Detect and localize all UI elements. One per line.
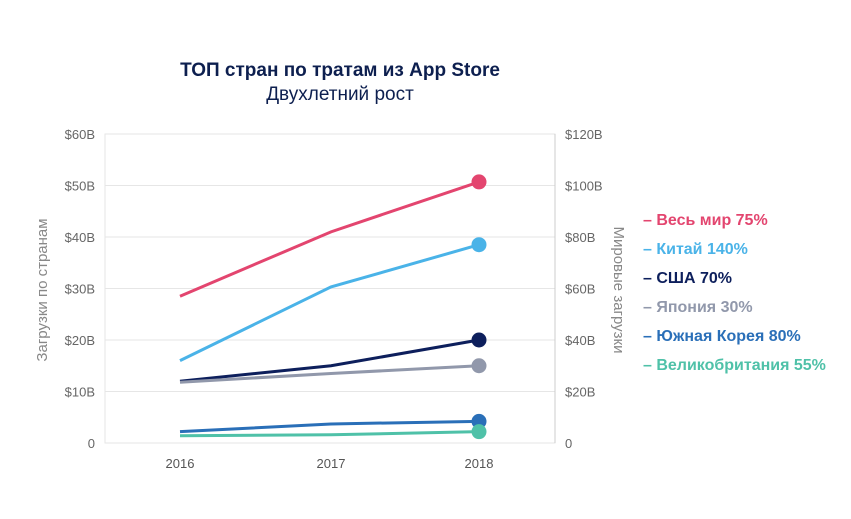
- series-line: [179, 243, 480, 362]
- legend: – Весь мир 75% – Китай 140% – США 70% – Япо…: [643, 210, 826, 384]
- x-tick-label: 2017: [317, 456, 346, 471]
- y-right-tick-label: $20B: [565, 385, 595, 400]
- series-line: [179, 338, 480, 383]
- series-line: [179, 364, 480, 384]
- y-right-axis-label: Мировые загрузки: [610, 226, 627, 353]
- y-tick-label: $10B: [65, 385, 95, 400]
- series-line: [179, 430, 480, 438]
- y-axis-label: Загрузки по странам: [34, 218, 51, 361]
- legend-item: – Весь мир 75%: [643, 212, 768, 229]
- y-tick-label: 0: [88, 436, 95, 451]
- legend-item: – США 70%: [643, 270, 732, 287]
- y-right-tick-label: $80B: [565, 230, 595, 245]
- y-right-tick-label: $40B: [565, 333, 595, 348]
- y-right-tick-label: $120B: [565, 127, 603, 142]
- series-line: [179, 180, 480, 298]
- series-end-marker: [471, 237, 487, 253]
- legend-item: – Великобритания 55%: [643, 357, 826, 374]
- y-tick-label: $20B: [65, 333, 95, 348]
- y-tick-label: $50B: [65, 179, 95, 194]
- series-end-marker: [471, 413, 487, 429]
- legend-item: – Китай 140%: [643, 241, 748, 258]
- x-tick-label: 2016: [166, 456, 195, 471]
- series-line: [179, 419, 480, 434]
- series-end-marker: [471, 174, 487, 190]
- series-end-marker: [471, 358, 487, 374]
- y-tick-label: $60B: [65, 127, 95, 142]
- series-end-marker: [471, 424, 487, 440]
- y-right-tick-label: $60B: [565, 282, 595, 297]
- y-right-tick-label: $100B: [565, 179, 603, 194]
- x-tick-label: 2018: [465, 456, 494, 471]
- chart-title: ТОП стран по тратам из App Store: [180, 60, 500, 81]
- chart-subtitle: Двухлетний рост: [266, 84, 414, 105]
- y-tick-label: $40B: [65, 230, 95, 245]
- y-tick-label: $30B: [65, 282, 95, 297]
- legend-item: – Япония 30%: [643, 299, 753, 316]
- y-right-tick-label: 0: [565, 436, 572, 451]
- series-end-marker: [471, 332, 487, 348]
- legend-item: – Южная Корея 80%: [643, 328, 801, 345]
